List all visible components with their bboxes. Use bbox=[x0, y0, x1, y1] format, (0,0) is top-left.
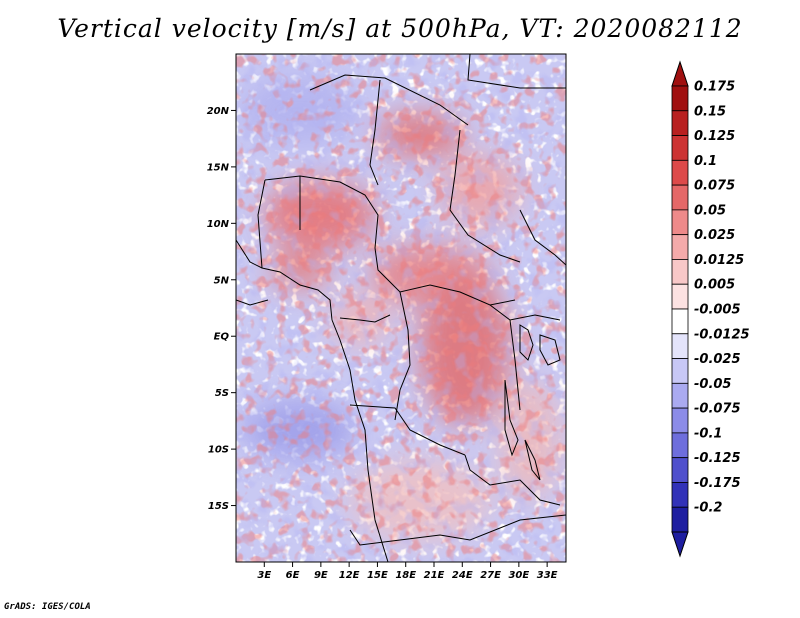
colorbar-level-label: 0.05 bbox=[694, 203, 726, 218]
colorbar-band bbox=[671, 358, 689, 384]
colorbar-level-label: -0.125 bbox=[694, 451, 741, 466]
colorbar-level-label: 0.175 bbox=[694, 80, 735, 95]
lon-tick-label: 27E bbox=[480, 570, 501, 581]
lakes bbox=[504, 324, 561, 481]
colorbar-bottom-arrow bbox=[671, 531, 689, 558]
colorbar-band bbox=[671, 259, 689, 285]
lon-tick-label: 12E bbox=[339, 570, 360, 581]
longitude-axis: 3E 6E 9E 12E 15E 18E 21E 24E 27E 30E 33E bbox=[257, 562, 558, 581]
vertical-velocity-field bbox=[236, 54, 566, 562]
colorbar-band bbox=[671, 184, 689, 211]
lat-tick-label: 15N bbox=[207, 162, 230, 173]
lon-tick-label: 33E bbox=[537, 570, 558, 581]
colorbar-level-label: -0.0125 bbox=[694, 327, 750, 342]
colorbar-level-label: 0.1 bbox=[694, 154, 717, 169]
colorbar-band bbox=[671, 135, 689, 161]
colorbar-band bbox=[671, 457, 689, 483]
colorbar-band bbox=[671, 432, 689, 459]
colorbar-level-label: -0.175 bbox=[694, 476, 741, 491]
colorbar-top-arrow bbox=[671, 60, 689, 87]
colorbar-band bbox=[671, 85, 689, 112]
lon-tick-label: 30E bbox=[508, 570, 529, 581]
colorbar-band bbox=[671, 407, 689, 434]
colorbar-band bbox=[671, 506, 689, 533]
country-borders bbox=[236, 54, 566, 562]
colorbar-level-label: 0.025 bbox=[694, 228, 735, 243]
colorbar-band bbox=[671, 159, 689, 186]
lon-tick-label: 9E bbox=[314, 570, 328, 581]
colorbar-level-label: 0.075 bbox=[694, 179, 735, 194]
latitude-axis: 20N 15N 10N 5N EQ 5S 10S 15S bbox=[207, 106, 236, 512]
lon-tick-label: 24E bbox=[452, 570, 473, 581]
map-title: Vertical velocity [m/s] at 500hPa, VT: 2… bbox=[57, 14, 743, 43]
lat-tick-label: EQ bbox=[214, 332, 230, 343]
colorbar-band bbox=[671, 283, 689, 310]
lat-tick-label: 5N bbox=[214, 275, 230, 286]
lon-tick-label: 6E bbox=[286, 570, 300, 581]
lon-tick-label: 3E bbox=[257, 570, 271, 581]
colorbar-band bbox=[671, 234, 689, 260]
colorbar-level-label: -0.05 bbox=[694, 377, 731, 392]
colorbar-level-label: 0.0125 bbox=[694, 253, 744, 268]
colorbar-band bbox=[671, 333, 689, 359]
credit-label: GrADS: IGES/COLA bbox=[4, 602, 91, 612]
colorbar: 0.175 0.15 0.125 0.1 0.075 0.05 0.025 0.0125 0.0… bbox=[671, 60, 750, 558]
colorbar-level-label: -0.1 bbox=[694, 426, 722, 441]
plot-frame bbox=[235, 53, 567, 563]
lat-tick-label: 10S bbox=[208, 445, 229, 456]
colorbar-band bbox=[671, 382, 689, 409]
colorbar-level-label: 0.005 bbox=[694, 278, 735, 293]
colorbar-level-label: -0.025 bbox=[694, 352, 741, 367]
colorbar-level-label: -0.075 bbox=[694, 402, 741, 417]
colorbar-level-label: 0.125 bbox=[694, 129, 735, 144]
lat-tick-label: 20N bbox=[207, 106, 230, 117]
lat-tick-label: 5S bbox=[215, 388, 229, 399]
colorbar-level-label: -0.005 bbox=[694, 303, 741, 318]
colorbar-band bbox=[671, 110, 689, 136]
colorbar-band bbox=[671, 482, 689, 508]
colorbar-band bbox=[671, 308, 689, 335]
lon-tick-label: 15E bbox=[367, 570, 388, 581]
lat-tick-label: 15S bbox=[208, 501, 229, 512]
lon-tick-label: 18E bbox=[395, 570, 416, 581]
lat-tick-label: 10N bbox=[207, 219, 230, 230]
colorbar-level-label: -0.2 bbox=[694, 501, 722, 516]
colorbar-band bbox=[671, 209, 689, 236]
lon-tick-label: 21E bbox=[424, 570, 445, 581]
colorbar-level-label: 0.15 bbox=[694, 104, 726, 119]
